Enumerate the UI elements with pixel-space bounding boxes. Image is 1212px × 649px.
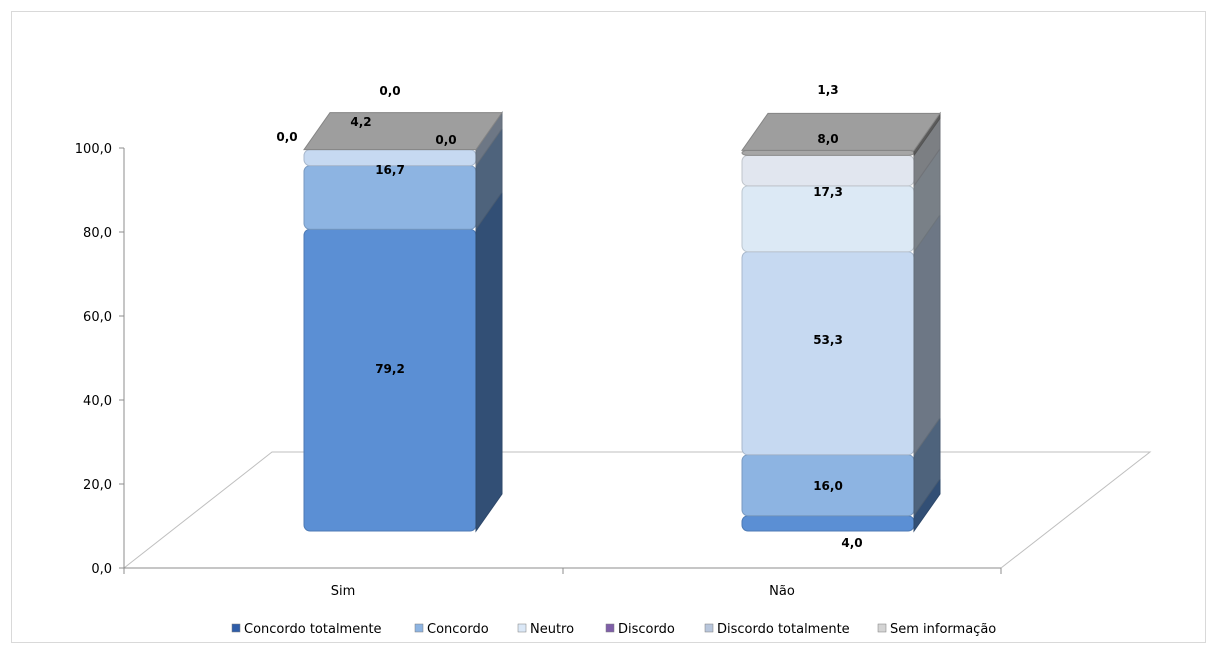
bar-segment-front (741, 149, 915, 156)
bar-segment-side (913, 213, 941, 457)
data-label: 79,2 (375, 362, 405, 376)
bar-segment-top (741, 112, 941, 151)
y-tick-label: 80,0 (83, 226, 112, 241)
data-label: 4,2 (350, 115, 371, 129)
y-tick-label: 60,0 (83, 310, 112, 325)
y-tick-label: 100,0 (75, 142, 112, 157)
bar-segment-front (741, 515, 915, 532)
chart-floor (122, 451, 1152, 569)
data-label: 1,3 (817, 83, 838, 97)
legend-label: Concordo (427, 622, 489, 637)
legend-swatch (414, 623, 424, 633)
legend: Concordo totalmente Concordo Neutro Discord… (231, 622, 996, 637)
legend-label: Concordo totalmente (244, 622, 382, 637)
legend-swatch (605, 623, 615, 633)
bar-segment-side (475, 190, 503, 533)
legend-label: Neutro (530, 622, 574, 637)
data-label: 0,0 (276, 130, 297, 144)
chart-frame (11, 11, 1206, 643)
legend-label: Discordo totalmente (717, 622, 850, 637)
y-tick-label: 0,0 (91, 562, 112, 577)
y-tick-label: 40,0 (83, 394, 112, 409)
category-label: Sim (331, 584, 356, 599)
bar-segment-front (303, 228, 477, 532)
legend-swatch (704, 623, 714, 633)
y-axis: 0,0 20,0 40,0 60,0 80,0 100,0 (75, 142, 125, 577)
x-axis: Sim Não (123, 568, 1002, 599)
legend-label: Discordo (618, 622, 675, 637)
bar-segment-front (741, 154, 915, 187)
floor-plane (122, 451, 1152, 569)
legend-swatch (231, 623, 241, 633)
legend-swatch (517, 623, 527, 633)
data-label: 8,0 (817, 132, 838, 146)
data-label: 0,0 (379, 84, 400, 98)
data-labels: 79,2 16,7 4,2 0,0 0,0 0,0 4,0 16,0 53,3 17,3 8,0 1,… (276, 83, 862, 550)
legend-label: Sem informação (890, 622, 996, 637)
bar-segment-top (303, 112, 503, 151)
legend-swatch (877, 623, 887, 633)
category-label: Não (769, 584, 795, 599)
y-tick-label: 20,0 (83, 478, 112, 493)
data-label: 4,0 (841, 536, 862, 550)
data-label: 53,3 (813, 333, 843, 347)
data-label: 17,3 (813, 185, 843, 199)
data-label: 16,0 (813, 479, 843, 493)
data-label: 16,7 (375, 163, 405, 177)
bars (303, 111, 941, 533)
data-label: 0,0 (435, 133, 456, 147)
bar-segment-front (741, 251, 915, 456)
